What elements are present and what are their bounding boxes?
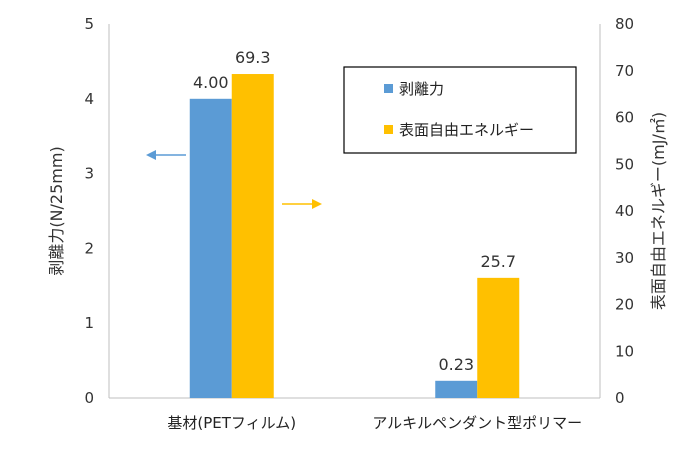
category-label: アルキルペンダント型ポリマー — [372, 414, 582, 432]
bar-peel-force — [435, 380, 478, 398]
left-tick-label: 0 — [84, 389, 94, 407]
left-tick-label: 4 — [84, 90, 94, 108]
category-label: 基材(PETフィルム) — [167, 414, 296, 432]
bar-peel-force — [189, 98, 232, 399]
category-labels: 基材(PETフィルム) アルキルペンダント型ポリマー — [167, 414, 582, 432]
right-tick-label: 50 — [615, 155, 634, 173]
right-tick-label: 40 — [615, 202, 634, 220]
data-label: 0.23 — [438, 355, 474, 374]
right-tick-label: 70 — [615, 62, 634, 80]
right-tick-label: 0 — [615, 389, 625, 407]
left-tick-label: 5 — [84, 15, 94, 33]
right-axis-title: 表面自由エネルギー(mJ/㎡) — [649, 112, 668, 310]
right-tick-label: 10 — [615, 342, 634, 360]
bar-surface-energy — [231, 74, 274, 399]
bars: 4.00 69.3 0.23 25.7 — [189, 48, 520, 399]
legend-swatch-peel — [384, 84, 393, 93]
data-label: 69.3 — [235, 48, 271, 67]
right-tick-label: 80 — [615, 15, 634, 33]
legend-label-peel: 剥離力 — [399, 80, 444, 98]
left-tick-label: 3 — [84, 165, 94, 183]
right-tick-label: 30 — [615, 249, 634, 267]
legend-box — [343, 66, 577, 154]
left-axis-ticks: 0 1 2 3 4 5 — [84, 15, 94, 407]
right-tick-label: 60 — [615, 109, 634, 127]
legend-label-energy: 表面自由エネルギー — [399, 121, 534, 139]
right-axis-arrow — [282, 199, 322, 209]
bar-surface-energy — [477, 277, 520, 398]
left-tick-label: 1 — [84, 314, 94, 332]
left-axis-arrow — [146, 150, 186, 160]
legend-swatch-energy — [384, 125, 393, 134]
left-axis-title: 剥離力(N/25mm) — [47, 146, 66, 275]
data-label: 25.7 — [480, 252, 516, 271]
data-label: 4.00 — [193, 73, 229, 92]
right-axis-ticks: 0 10 20 30 40 50 60 70 80 — [615, 15, 634, 407]
left-tick-label: 2 — [84, 239, 94, 257]
legend: 剥離力 表面自由エネルギー — [343, 66, 577, 154]
right-tick-label: 20 — [615, 296, 634, 314]
